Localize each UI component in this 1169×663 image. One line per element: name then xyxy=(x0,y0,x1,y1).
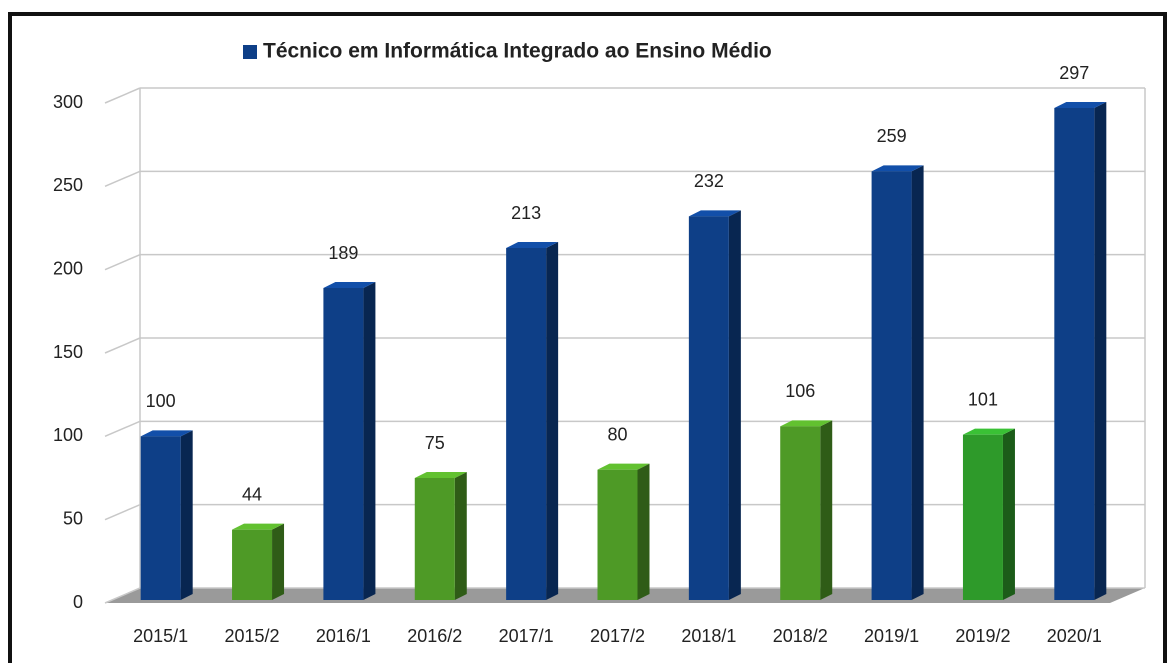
data-label: 213 xyxy=(511,203,541,223)
bar xyxy=(688,216,729,601)
x-tick-label: 2017/1 xyxy=(499,626,554,646)
bar-top xyxy=(140,430,193,437)
x-tick-label: 2016/2 xyxy=(407,626,462,646)
x-tick-label: 2015/1 xyxy=(133,626,188,646)
x-tick-label: 2019/1 xyxy=(864,626,919,646)
bar-top xyxy=(414,472,467,478)
bar-side xyxy=(728,210,741,601)
legend-swatch xyxy=(243,45,257,59)
data-label: 189 xyxy=(328,243,358,263)
x-tick-label: 2019/2 xyxy=(955,626,1010,646)
bar-side xyxy=(1094,102,1107,600)
bar-side xyxy=(637,463,650,600)
bar xyxy=(962,434,1003,600)
bar xyxy=(780,426,821,600)
bar xyxy=(1054,108,1095,600)
bar-side xyxy=(180,430,193,600)
bar xyxy=(597,469,638,600)
data-label: 232 xyxy=(694,171,724,191)
bar-top xyxy=(506,242,559,248)
y-tick-label: 150 xyxy=(53,342,83,362)
grid-line xyxy=(104,170,141,188)
grid-line xyxy=(104,337,141,354)
y-tick-label: 250 xyxy=(53,175,83,195)
y-tick-label: 300 xyxy=(53,92,83,112)
bar-top xyxy=(962,428,1015,435)
bar xyxy=(506,248,547,600)
x-tick-label: 2016/1 xyxy=(316,626,371,646)
bar-top xyxy=(688,210,741,217)
x-tick-label: 2018/2 xyxy=(773,626,828,646)
bar-top xyxy=(780,420,833,427)
bar-top xyxy=(232,523,285,530)
data-label: 100 xyxy=(146,391,176,411)
y-tick-label: 0 xyxy=(73,592,83,612)
x-tick-label: 2020/1 xyxy=(1047,626,1102,646)
data-label: 44 xyxy=(242,484,262,504)
data-label: 259 xyxy=(877,126,907,146)
data-label: 101 xyxy=(968,389,998,409)
bar-side xyxy=(820,420,833,600)
bar xyxy=(871,171,912,601)
grid-line xyxy=(104,420,141,438)
x-tick-label: 2018/1 xyxy=(681,626,736,646)
grid-line xyxy=(104,503,141,521)
data-label: 80 xyxy=(607,424,627,444)
x-tick-label: 2017/2 xyxy=(590,626,645,646)
bar-top xyxy=(871,165,924,172)
y-tick-label: 200 xyxy=(53,258,83,278)
grid-line xyxy=(104,587,141,604)
bar-side xyxy=(546,242,559,600)
grid-line xyxy=(104,253,141,271)
bar-side xyxy=(454,472,467,600)
data-label: 297 xyxy=(1059,63,1089,83)
bar-top xyxy=(1054,102,1107,108)
legend-label: Técnico em Informática Integrado ao Ensi… xyxy=(263,40,772,63)
data-label: 106 xyxy=(785,381,815,401)
bar-side xyxy=(911,165,924,601)
bar-side xyxy=(1002,428,1015,600)
bar-top xyxy=(597,463,650,470)
bar xyxy=(414,478,455,600)
bar-side xyxy=(363,282,376,600)
bar-top xyxy=(323,282,376,288)
grid-line xyxy=(104,87,141,104)
bar-side xyxy=(272,523,285,600)
bar xyxy=(140,436,181,600)
y-tick-label: 100 xyxy=(53,425,83,445)
x-tick-label: 2015/2 xyxy=(225,626,280,646)
data-label: 75 xyxy=(425,433,445,453)
y-tick-label: 50 xyxy=(63,508,83,528)
bar xyxy=(323,288,364,600)
bar xyxy=(232,529,273,600)
